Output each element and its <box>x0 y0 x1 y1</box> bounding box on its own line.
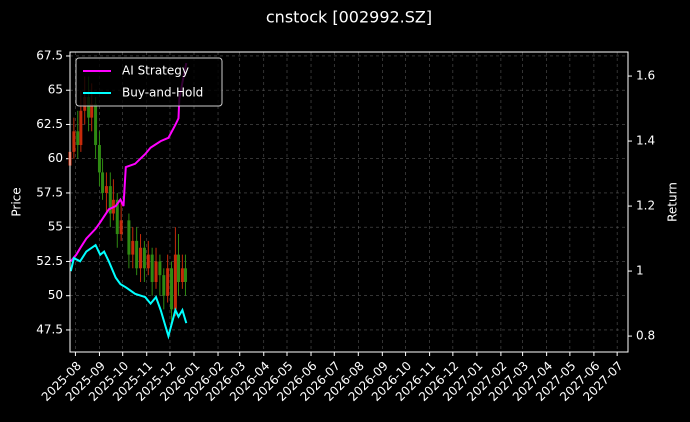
candle-body <box>79 110 83 146</box>
candle-body <box>108 186 112 214</box>
y2-tick-label: 1.6 <box>636 69 655 83</box>
candle-body <box>183 268 187 282</box>
candle-body <box>131 240 135 255</box>
y-tick-label: 67.5 <box>36 48 63 62</box>
legend-label: Buy-and-Hold <box>122 86 203 100</box>
y-tick-label: 50 <box>48 288 63 302</box>
candle-body <box>166 268 170 296</box>
y-tick-label: 57.5 <box>36 185 63 199</box>
y-tick-label: 62.5 <box>36 117 63 131</box>
y2-tick-label: 0.8 <box>636 329 655 343</box>
candle-body <box>154 261 158 282</box>
candle-body <box>115 199 119 235</box>
y-tick-label: 65 <box>48 83 63 97</box>
candle-body <box>76 131 80 146</box>
y2-tick-label: 1.4 <box>636 134 655 148</box>
legend: AI Strategy Buy-and-Hold <box>75 57 223 107</box>
legend-box <box>75 57 223 107</box>
candle-body <box>94 103 98 146</box>
candle-body <box>90 103 94 118</box>
y-axis-label: Price <box>10 187 24 216</box>
line-series <box>70 62 188 262</box>
legend-label: AI Strategy <box>122 64 189 78</box>
candle-body <box>177 254 180 282</box>
candle-body <box>101 172 105 193</box>
candle-body <box>162 275 166 296</box>
candle-body <box>135 240 139 269</box>
y-tick-label: 55 <box>48 220 63 234</box>
candle-body <box>139 247 143 269</box>
y-tick-label: 47.5 <box>36 322 63 336</box>
candle-body <box>180 268 184 282</box>
y2-tick-label: 1 <box>636 264 644 278</box>
candle-body <box>97 145 101 173</box>
y2-axis-label: Return <box>666 182 680 222</box>
candle-body <box>173 254 177 310</box>
y-tick-label: 52.5 <box>36 254 63 268</box>
plot-frame <box>69 51 629 353</box>
candle-body <box>150 254 154 282</box>
candle-body <box>146 254 150 269</box>
candle-body <box>142 247 146 269</box>
candle-body <box>158 261 162 276</box>
y2-tick-label: 1.2 <box>636 199 655 213</box>
candle-body <box>170 268 174 310</box>
candle-body <box>119 220 123 235</box>
candle-body <box>104 186 108 193</box>
y-tick-label: 60 <box>48 151 63 165</box>
line-series <box>69 243 188 340</box>
candle-body <box>127 220 131 255</box>
candle-body <box>72 131 76 152</box>
candle-body <box>87 97 91 118</box>
chart-title: cnstock [002992.SZ] <box>266 8 432 27</box>
